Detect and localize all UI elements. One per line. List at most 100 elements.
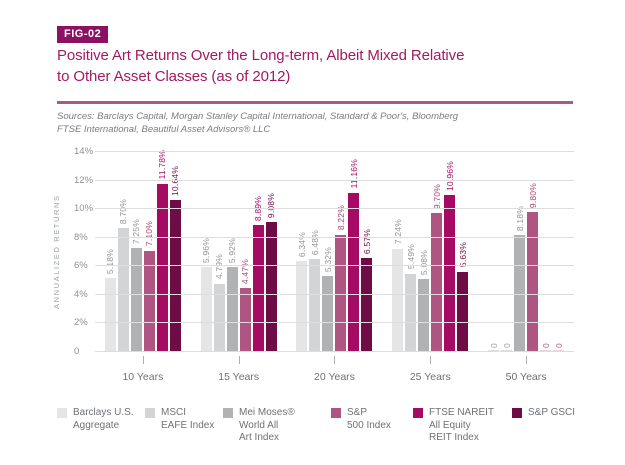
bar-value-label: 9.08% (266, 193, 277, 219)
sources-line2: FTSE International, Beautiful Asset Advi… (57, 124, 271, 135)
legend-label: FTSE NAREIT All Equity REIT Index (429, 407, 495, 443)
gridline-14 (95, 151, 574, 152)
legend-swatch (512, 408, 522, 418)
legend-item: MSCI EAFE Index (145, 407, 223, 445)
legend-item: FTSE NAREIT All Equity REIT Index (413, 407, 512, 445)
x-axis-tick (238, 356, 240, 364)
legend-swatch (223, 408, 233, 418)
bar-value-label: 9.80% (527, 182, 538, 208)
plot-area: 5.18% 8.70% 7.25% 7.10% 11.78% 10.64% 10 Years… (95, 150, 574, 383)
y-tick-label-14: 14% (74, 146, 94, 157)
bar (239, 288, 251, 352)
legend-item: Mei Moses® World All Art Index (223, 407, 331, 445)
bar-slot: 9.70% (431, 152, 443, 352)
bar-slot: 8.22% (335, 152, 347, 352)
y-tick-label-12: 12% (74, 174, 94, 186)
title-divider-rule (57, 101, 573, 104)
bar-group-10-years: 5.18% 8.70% 7.25% 7.10% 11.78% 10.64% 10 Years (95, 150, 191, 383)
bar (265, 222, 277, 352)
figure-title-line2: to Other Asset Classes (as of 2012) (57, 68, 291, 85)
bar-value-label: 0 (553, 343, 564, 348)
bar-slot: 5.32% (322, 152, 334, 352)
bar-slot: 6.57% (361, 152, 373, 352)
bar (418, 279, 430, 352)
bar-slot: 6.34% (296, 152, 308, 352)
y-tick-label-6: 6% (74, 260, 88, 272)
bar (527, 212, 539, 352)
x-category-label: 25 Years (409, 371, 451, 383)
bar-value-label: 4.47% (240, 259, 251, 285)
bar (296, 261, 308, 352)
bar (361, 258, 373, 352)
legend-swatch (331, 408, 341, 418)
gridline-4 (95, 293, 574, 295)
legend-swatch (145, 408, 155, 418)
y-tick-label-10: 10% (74, 203, 94, 215)
bar (213, 283, 225, 352)
bar-slot: 5.92% (226, 152, 238, 352)
y-tick-label-8: 8% (74, 231, 88, 243)
sources-note: Sources: Barclays Capital, Morgan Stanle… (57, 110, 577, 136)
bar (104, 278, 116, 352)
bar-value-label: 7.25% (131, 219, 142, 245)
x-category-label: 20 Years (314, 371, 355, 383)
bar-value-label: 11.78% (157, 150, 168, 180)
x-axis-tick (526, 356, 528, 364)
bar (252, 225, 264, 352)
bar-group-15-years: 5.96%4.79%5.92%4.47%8.89%9.08% 15 Years (191, 152, 287, 383)
bar-slot: 5.08% (418, 152, 430, 352)
bar-slot: 5.18% (104, 152, 116, 352)
bar (156, 183, 168, 352)
gridline-0 (95, 351, 574, 352)
bar-value-label: 0 (540, 343, 551, 348)
legend-label: MSCI EAFE Index (161, 407, 215, 431)
bar-slot: 10.96% (444, 152, 456, 352)
bar (392, 248, 404, 352)
gridline-6 (95, 265, 574, 267)
bar-slot: 8.70% (117, 152, 129, 352)
legend-swatch (413, 408, 423, 418)
bar-slot: 11.16% (348, 152, 360, 352)
x-category-label: 15 Years (218, 371, 260, 383)
figure-title: Positive Art Returns Over the Long-term,… (57, 45, 557, 87)
y-tick-label-2: 2% (74, 317, 88, 329)
bar (200, 266, 212, 352)
bar-group-25-years: 7.24% 5.49% 5.08% 9.70% 10.96% 5.63% 25 Years (382, 152, 478, 383)
x-category-label: 50 Years (505, 371, 547, 383)
bar-slot: 6.48% (309, 152, 321, 352)
bar-slot: 9.08% (265, 152, 277, 352)
y-tick-label-0: 0 (74, 346, 80, 357)
bar-value-label: 6.48% (309, 230, 320, 256)
x-category-label: 10 Years (122, 371, 164, 383)
y-tick-label-4: 4% (74, 288, 88, 300)
bar (514, 235, 526, 352)
gridline-8 (95, 236, 574, 238)
legend-label: Mei Moses® World All Art Index (239, 407, 295, 443)
bar-value-label: 4.79% (214, 254, 225, 280)
x-axis-tick (430, 356, 432, 364)
bar-slot: 8.18% (514, 152, 526, 352)
bar-slot: 4.79% (213, 152, 225, 352)
bar-value-label: 5.18% (105, 248, 116, 274)
bar (309, 259, 321, 352)
legend-label: S&P GSCI (528, 407, 576, 418)
bar-slot: 8.89% (252, 152, 264, 352)
bar-value-label: 9.70% (431, 184, 442, 210)
bar (322, 276, 334, 352)
bar (457, 271, 469, 352)
bar (226, 267, 238, 352)
bar-slot: 5.96% (200, 152, 212, 352)
chart-legend: Barclays U.S. Aggregate MSCI EAFE Index Mei … (57, 407, 575, 445)
bar-groups: 5.18% 8.70% 7.25% 7.10% 11.78% 10.64% 10 Years… (95, 150, 574, 383)
bar-value-label: 5.96% (201, 237, 212, 263)
bar-slot: 5.49% (405, 152, 417, 352)
bar-slot: 10.64% (169, 152, 181, 352)
gridline-2 (95, 322, 574, 324)
figure-title-line1: Positive Art Returns Over the Long-term,… (57, 47, 465, 64)
bar (130, 248, 142, 352)
bar (444, 195, 456, 352)
bar-slot: 7.10% (143, 152, 155, 352)
bar-value-label: 5.32% (322, 246, 333, 272)
bar-value-label: 8.70% (118, 198, 129, 224)
gridline-10 (95, 208, 574, 210)
